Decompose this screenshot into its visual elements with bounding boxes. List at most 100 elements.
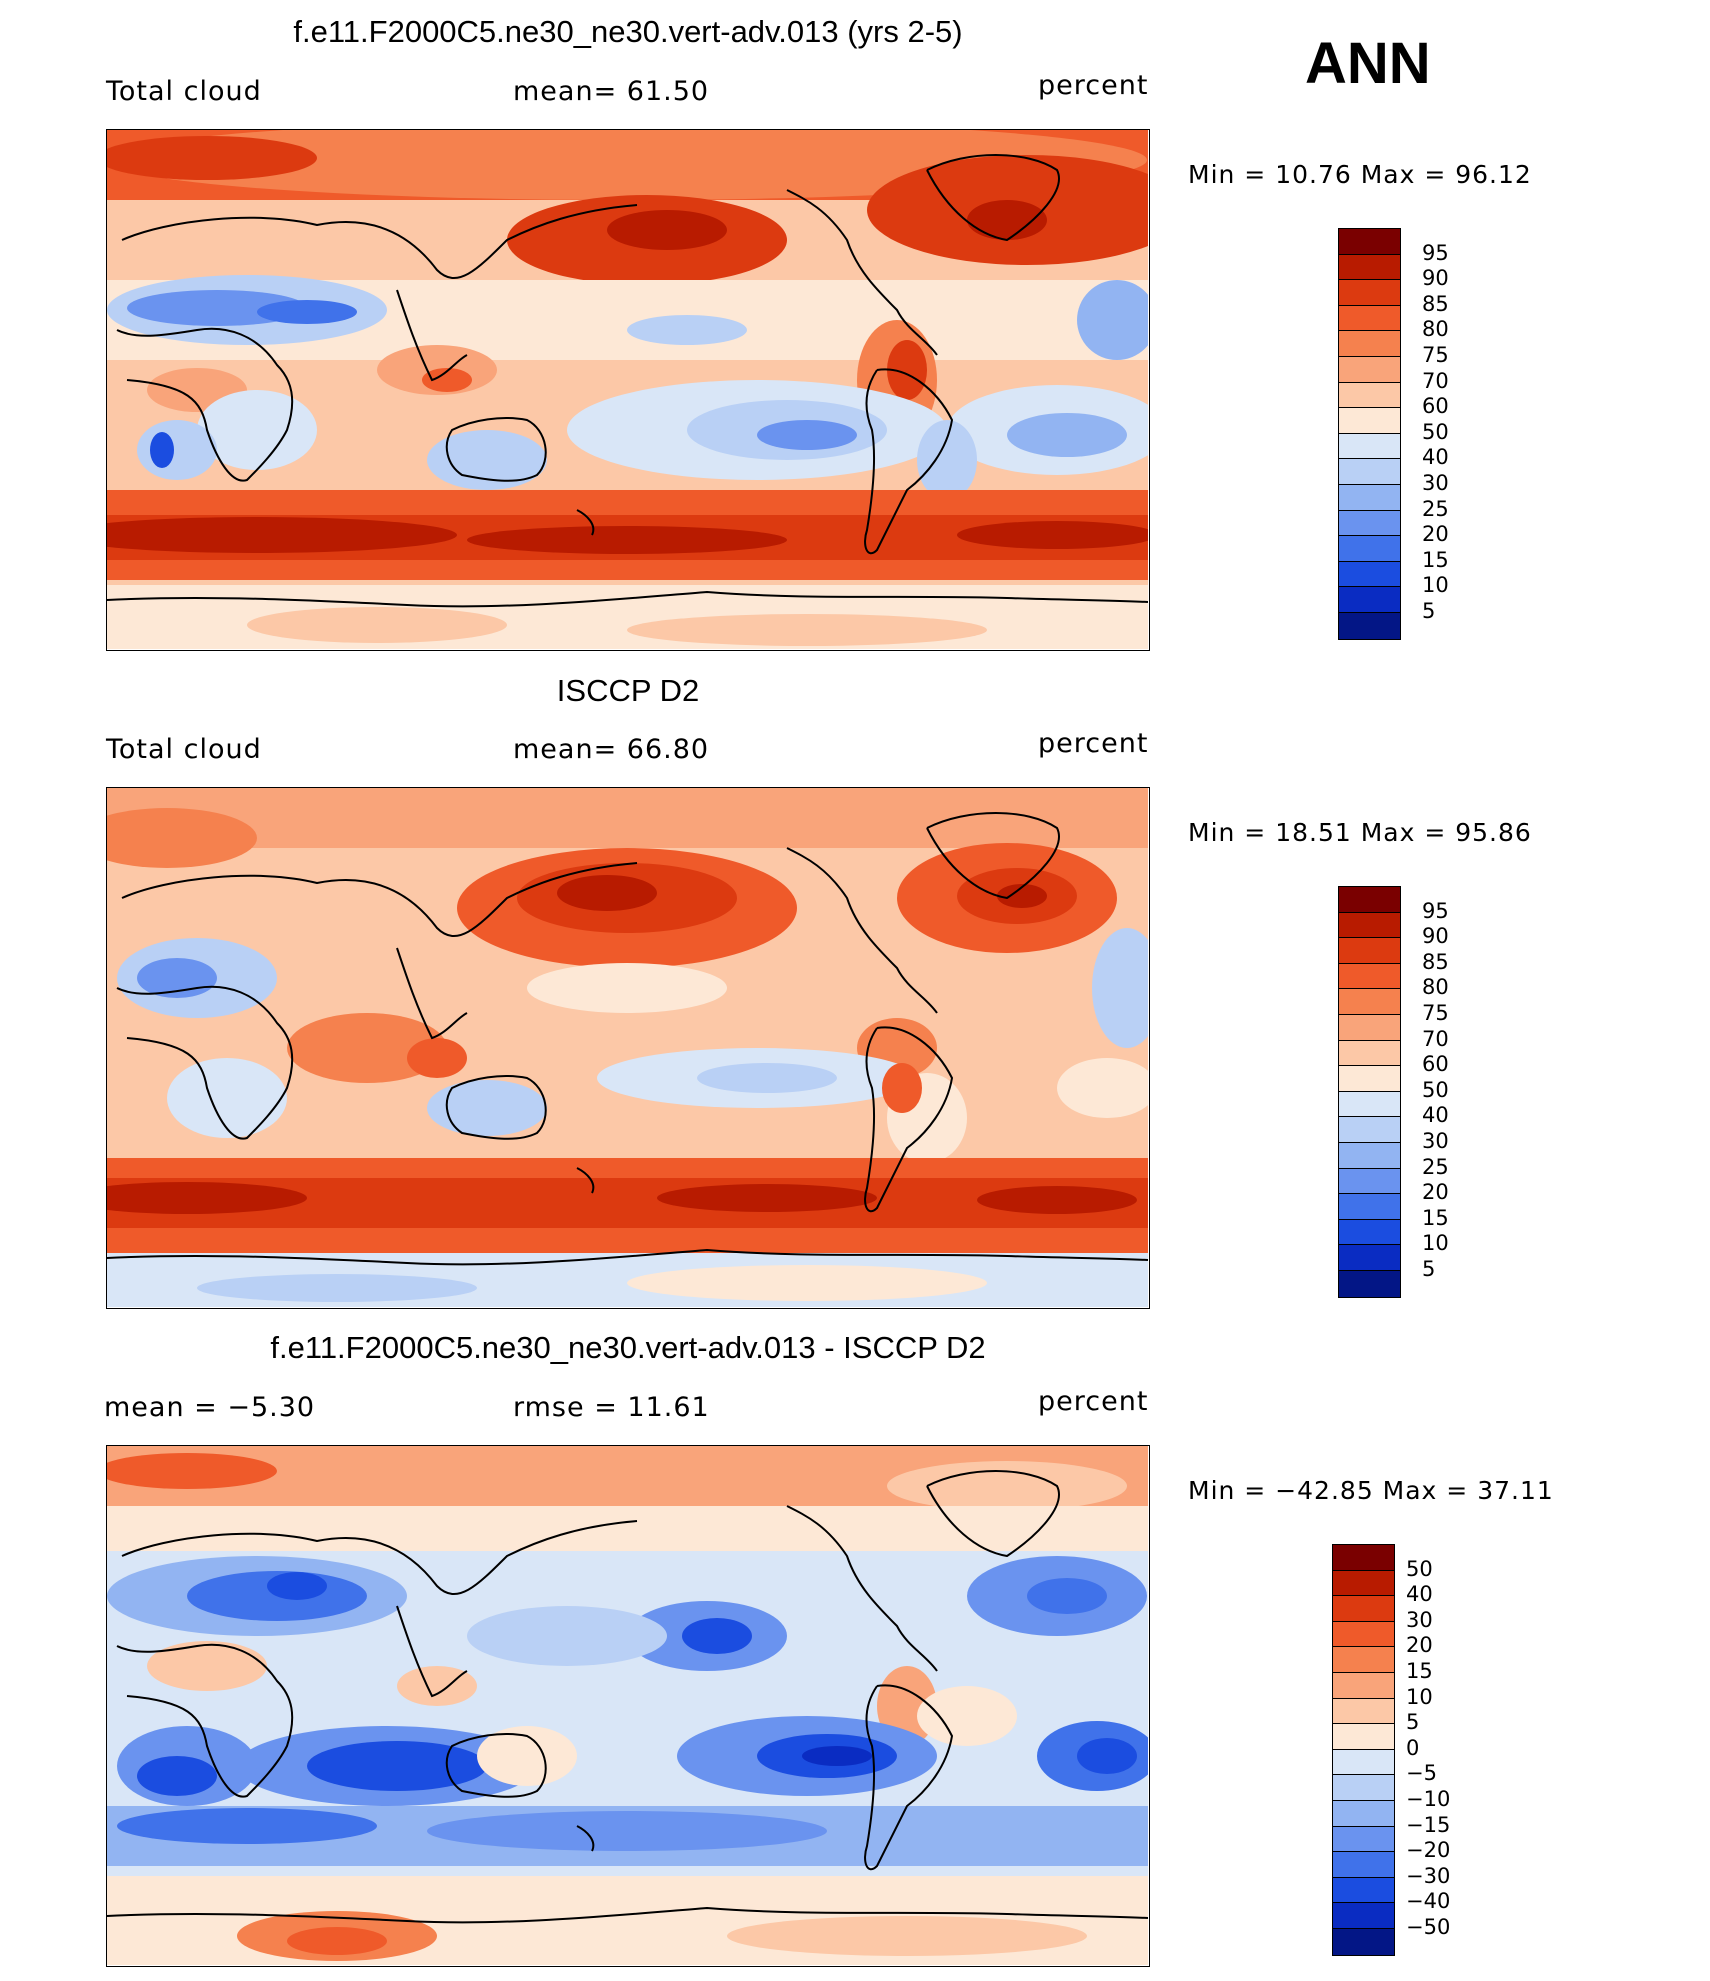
colorbar-tick-label: 95 bbox=[1422, 898, 1449, 923]
colorbar-swatch bbox=[1333, 1800, 1394, 1827]
colorbar-swatch bbox=[1333, 1621, 1394, 1648]
colorbar-swatch bbox=[1339, 561, 1400, 588]
colorbar-swatch bbox=[1333, 1877, 1394, 1904]
colorbar-swatch bbox=[1339, 989, 1400, 1015]
colorbar-tick-label: 25 bbox=[1422, 1154, 1449, 1179]
colorbar-tick-label: 30 bbox=[1422, 1129, 1449, 1153]
colorbar-swatch bbox=[1339, 484, 1400, 511]
colorbar-swatch bbox=[1333, 1724, 1394, 1750]
colorbar-tick-label: 85 bbox=[1422, 949, 1449, 974]
colorbar-tick-label: −30 bbox=[1406, 1863, 1451, 1888]
panel-1-mean-label: mean= 61.50 bbox=[513, 76, 710, 107]
colorbar-tick-label: 50 bbox=[1406, 1556, 1433, 1581]
colorbar-swatch bbox=[1339, 536, 1400, 562]
panel-3-minmax: Min = −42.85 Max = 37.11 bbox=[1188, 1476, 1554, 1505]
panel-2-map bbox=[106, 787, 1150, 1309]
colorbar-swatch bbox=[1339, 305, 1400, 332]
colorbar-tick-label: 5 bbox=[1406, 1710, 1420, 1735]
colorbar-swatch bbox=[1339, 331, 1400, 357]
colorbar-tick-label: 5 bbox=[1422, 1257, 1436, 1281]
panel-1-variable-label: Total cloud bbox=[106, 76, 262, 107]
colorbar-tick-label: 40 bbox=[1422, 445, 1449, 470]
colorbar-swatch bbox=[1339, 612, 1400, 639]
colorbar-tick-label: 25 bbox=[1422, 496, 1449, 521]
colorbar-swatch bbox=[1333, 1647, 1394, 1673]
panel-1-minmax: Min = 10.76 Max = 96.12 bbox=[1188, 160, 1532, 189]
panel-1-units-label: percent bbox=[1038, 70, 1149, 101]
panel-2-title: ISCCP D2 bbox=[556, 673, 700, 708]
colorbar-swatch bbox=[1339, 254, 1400, 281]
colorbar-swatch bbox=[1333, 1775, 1394, 1801]
colorbar-tick-label: 50 bbox=[1422, 419, 1449, 444]
colorbar-swatch bbox=[1339, 280, 1400, 306]
colorbar-swatch bbox=[1339, 459, 1400, 485]
colorbar-tick-label: 40 bbox=[1422, 1103, 1449, 1128]
colorbar-swatch bbox=[1339, 433, 1400, 460]
colorbar-tick-label: −15 bbox=[1406, 1812, 1451, 1837]
panel-2-mean-label: mean= 66.80 bbox=[513, 734, 710, 765]
colorbar-swatch bbox=[1339, 229, 1400, 255]
colorbar-tick-label: 60 bbox=[1422, 1052, 1449, 1077]
colorbar-swatch bbox=[1339, 963, 1400, 990]
colorbar-tick-label: −50 bbox=[1406, 1915, 1451, 1939]
colorbar-tick-label: −40 bbox=[1406, 1889, 1451, 1914]
colorbar-swatch bbox=[1339, 1014, 1400, 1041]
panel-1-map bbox=[106, 129, 1150, 651]
colorbar-swatch bbox=[1339, 1245, 1400, 1271]
colorbar-tick-label: −20 bbox=[1406, 1838, 1451, 1863]
colorbar-swatch bbox=[1339, 1066, 1400, 1092]
colorbar-tick-label: 75 bbox=[1422, 1001, 1449, 1025]
panel-2-units-label: percent bbox=[1038, 728, 1149, 759]
panel-3-colorbar bbox=[1332, 1544, 1395, 1956]
colorbar-tick-label: 10 bbox=[1406, 1684, 1433, 1709]
colorbar-swatch bbox=[1333, 1596, 1394, 1622]
colorbar-swatch bbox=[1339, 382, 1400, 409]
colorbar-tick-label: 85 bbox=[1422, 291, 1449, 316]
panel-3-map-field bbox=[107, 1446, 1148, 1965]
panel-1-title: f.e11.F2000C5.ne30_ne30.vert-adv.013 (yr… bbox=[293, 14, 963, 49]
colorbar-swatch bbox=[1339, 1040, 1400, 1067]
season-label: ANN bbox=[1305, 31, 1431, 96]
colorbar-swatch bbox=[1333, 1928, 1394, 1955]
colorbar-swatch bbox=[1333, 1852, 1394, 1878]
colorbar-tick-label: 20 bbox=[1406, 1633, 1433, 1658]
colorbar-swatch bbox=[1339, 1219, 1400, 1246]
colorbar-tick-label: 95 bbox=[1422, 240, 1449, 265]
colorbar-tick-label: 30 bbox=[1422, 471, 1449, 495]
colorbar-swatch bbox=[1333, 1545, 1394, 1571]
colorbar-tick-label: 80 bbox=[1422, 975, 1449, 1000]
colorbar-tick-label: 10 bbox=[1422, 573, 1449, 598]
colorbar-tick-label: 40 bbox=[1406, 1582, 1433, 1607]
colorbar-swatch bbox=[1333, 1826, 1394, 1853]
colorbar-tick-label: 90 bbox=[1422, 924, 1449, 949]
colorbar-tick-label: −5 bbox=[1406, 1761, 1437, 1786]
colorbar-tick-label: 90 bbox=[1422, 266, 1449, 291]
colorbar-swatch bbox=[1339, 1117, 1400, 1143]
panel-3-map bbox=[106, 1445, 1150, 1967]
colorbar-tick-label: 5 bbox=[1422, 599, 1436, 623]
colorbar-tick-label: 70 bbox=[1422, 368, 1449, 393]
colorbar-tick-label: 50 bbox=[1422, 1077, 1449, 1102]
colorbar-swatch bbox=[1333, 1698, 1394, 1725]
panel-2-variable-label: Total cloud bbox=[106, 734, 262, 765]
colorbar-tick-label: 0 bbox=[1406, 1735, 1420, 1760]
panel-1-colorbar bbox=[1338, 228, 1401, 640]
panel-2-colorbar bbox=[1338, 886, 1401, 1298]
colorbar-swatch bbox=[1339, 938, 1400, 964]
colorbar-swatch bbox=[1333, 1749, 1394, 1776]
colorbar-swatch bbox=[1339, 1270, 1400, 1297]
colorbar-swatch bbox=[1339, 1091, 1400, 1118]
colorbar-tick-label: 20 bbox=[1422, 1180, 1449, 1205]
colorbar-swatch bbox=[1339, 912, 1400, 939]
colorbar-tick-label: 10 bbox=[1422, 1231, 1449, 1256]
colorbar-swatch bbox=[1339, 510, 1400, 537]
panel-3-rmse-label: rmse = 11.61 bbox=[513, 1392, 710, 1423]
colorbar-swatch bbox=[1339, 356, 1400, 383]
colorbar-swatch bbox=[1333, 1672, 1394, 1699]
panel-3-mean-label: mean = −5.30 bbox=[104, 1392, 316, 1423]
panel-3-units-label: percent bbox=[1038, 1386, 1149, 1417]
panel-1-map-field bbox=[107, 130, 1148, 649]
colorbar-tick-label: 75 bbox=[1422, 343, 1449, 367]
colorbar-tick-label: 80 bbox=[1422, 317, 1449, 342]
colorbar-swatch bbox=[1339, 587, 1400, 613]
